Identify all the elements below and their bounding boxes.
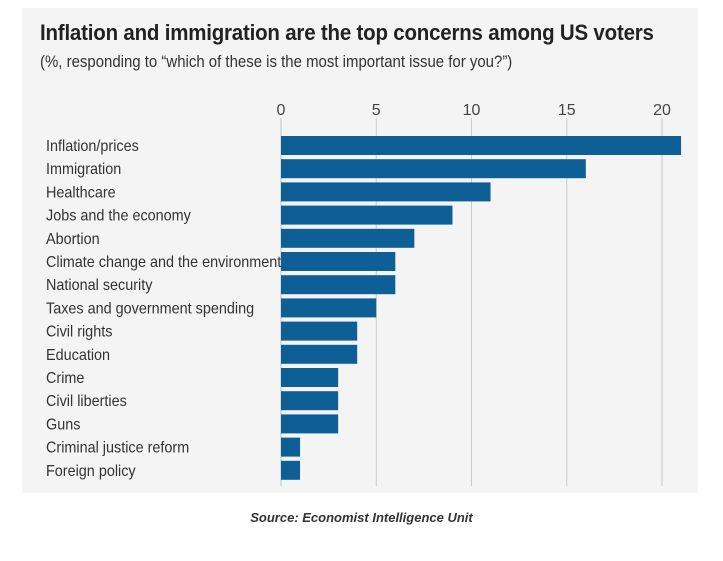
category-label: Crime [46, 369, 84, 387]
category-label: Civil liberties [46, 393, 127, 411]
source-note: Source: Economist Intelligence Unit [250, 510, 473, 525]
category-label: Guns [46, 416, 81, 434]
bar-civil-liberties [281, 391, 339, 411]
bar-taxes-and-government-spending [281, 298, 377, 318]
category-label: Taxes and government spending [46, 300, 254, 318]
category-label: Civil rights [46, 323, 113, 341]
bar-education [281, 344, 358, 364]
category-label: Immigration [46, 161, 121, 179]
category-label: National security [46, 277, 153, 295]
bar-climate-change-and-the-environment [281, 252, 396, 271]
bar-crime [281, 368, 339, 387]
category-label: Climate change and the environment [46, 253, 282, 271]
bar-guns [281, 414, 339, 434]
chart-title: Inflation and immigration are the top co… [40, 20, 654, 45]
x-tick-label-15: 15 [558, 102, 576, 119]
category-label: Inflation/prices [46, 137, 139, 155]
bar-criminal-justice-reform [281, 437, 301, 457]
bar-civil-rights [281, 321, 358, 341]
chart-subtitle: (%, responding to “which of these is the… [40, 52, 513, 71]
bar-healthcare [281, 182, 491, 202]
x-tick-label-5: 5 [372, 102, 381, 119]
category-label: Jobs and the economy [46, 207, 191, 225]
category-label: Criminal justice reform [46, 439, 189, 457]
bar-immigration [281, 159, 586, 179]
x-tick-label-10: 10 [463, 102, 481, 119]
x-tick-label-20: 20 [653, 102, 671, 119]
category-label: Healthcare [46, 184, 116, 202]
category-label: Abortion [46, 230, 100, 248]
bar-inflation-prices [281, 136, 682, 155]
bar-foreign-policy [281, 460, 301, 480]
category-label: Education [46, 346, 110, 364]
bar-national-security [281, 275, 396, 295]
bar-abortion [281, 228, 415, 248]
chart-card: Inflation and immigration are the top co… [22, 8, 698, 493]
bar-chart: 0 5 10 15 20 Inflation/prices Immigration Healt… [46, 102, 682, 486]
bar-jobs-and-the-economy [281, 205, 453, 225]
category-label: Foreign policy [46, 462, 136, 480]
x-tick-label-0: 0 [277, 102, 286, 119]
